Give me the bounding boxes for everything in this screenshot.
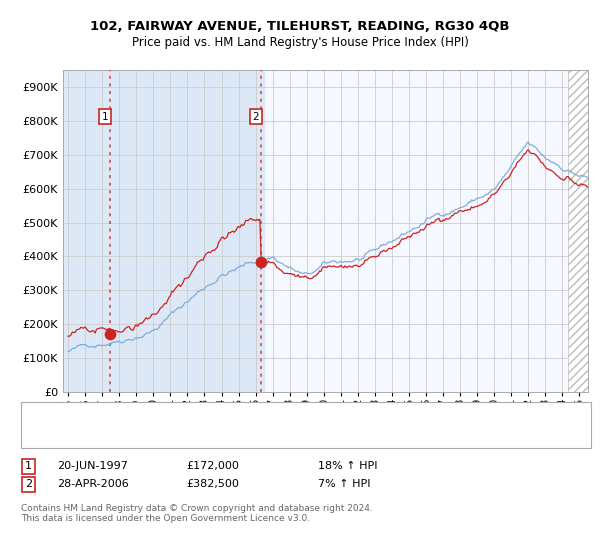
Text: 102, FAIRWAY AVENUE, TILEHURST, READING, RG30 4QB (detached house): 102, FAIRWAY AVENUE, TILEHURST, READING,… [66, 409, 454, 419]
Text: 102, FAIRWAY AVENUE, TILEHURST, READING, RG30 4QB: 102, FAIRWAY AVENUE, TILEHURST, READING,… [90, 20, 510, 32]
Text: 18% ↑ HPI: 18% ↑ HPI [318, 461, 377, 472]
Text: 1: 1 [25, 461, 32, 472]
Point [106, 329, 115, 338]
Point [256, 258, 266, 267]
Text: 2: 2 [25, 479, 32, 489]
Text: 2: 2 [253, 111, 259, 122]
Text: 1: 1 [102, 111, 109, 122]
Bar [568, 70, 588, 392]
Bar [568, 70, 588, 392]
Text: Price paid vs. HM Land Registry's House Price Index (HPI): Price paid vs. HM Land Registry's House … [131, 36, 469, 49]
Text: 28-APR-2006: 28-APR-2006 [57, 479, 129, 489]
Text: 20-JUN-1997: 20-JUN-1997 [57, 461, 128, 472]
Text: £382,500: £382,500 [186, 479, 239, 489]
Text: 7% ↑ HPI: 7% ↑ HPI [318, 479, 371, 489]
Text: HPI: Average price, detached house, West Berkshire: HPI: Average price, detached house, West… [66, 429, 337, 439]
Bar [63, 70, 263, 392]
Text: Contains HM Land Registry data © Crown copyright and database right 2024.
This d: Contains HM Land Registry data © Crown c… [21, 504, 373, 524]
Text: £172,000: £172,000 [186, 461, 239, 472]
